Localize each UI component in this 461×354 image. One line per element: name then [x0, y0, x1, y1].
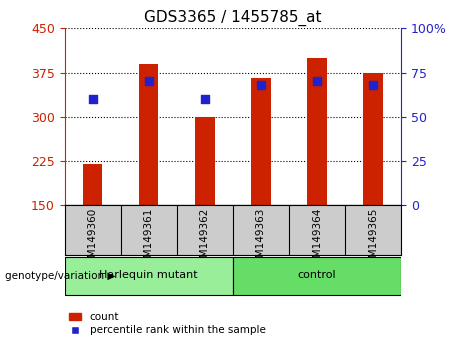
Legend: count, percentile rank within the sample: count, percentile rank within the sample [65, 308, 270, 339]
Bar [251, 79, 271, 205]
Text: GSM149360: GSM149360 [88, 208, 98, 271]
Text: genotype/variation ▶: genotype/variation ▶ [5, 271, 115, 281]
Point [313, 79, 321, 84]
Bar [83, 164, 102, 205]
Text: GSM149362: GSM149362 [200, 208, 210, 271]
Bar [363, 73, 383, 205]
Text: GSM149364: GSM149364 [312, 208, 322, 271]
Bar [139, 64, 159, 205]
Bar [195, 117, 214, 205]
Point [369, 82, 377, 88]
Point [201, 96, 208, 102]
Point [257, 82, 265, 88]
Text: GSM149363: GSM149363 [256, 208, 266, 271]
Text: GSM149361: GSM149361 [144, 208, 154, 271]
Bar [65, 257, 233, 295]
Text: Harlequin mutant: Harlequin mutant [100, 270, 198, 280]
Text: control: control [298, 270, 336, 280]
Point [89, 96, 96, 102]
Title: GDS3365 / 1455785_at: GDS3365 / 1455785_at [144, 9, 322, 25]
Text: GSM149365: GSM149365 [368, 208, 378, 271]
Point [145, 79, 152, 84]
Bar [307, 58, 327, 205]
Bar [233, 257, 401, 295]
